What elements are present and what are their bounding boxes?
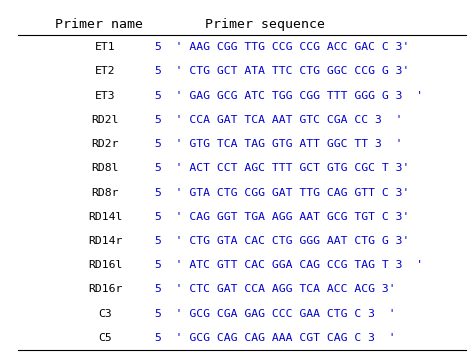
Text: 5  ' CTG GCT ATA TTC CTG GGC CCG G 3': 5 ' CTG GCT ATA TTC CTG GGC CCG G 3'	[155, 66, 409, 76]
Text: 5  ' AAG CGG TTG CCG CCG ACC GAC C 3': 5 ' AAG CGG TTG CCG CCG ACC GAC C 3'	[155, 42, 409, 52]
Text: 5  ' GTG TCA TAG GTG ATT GGC TT 3  ': 5 ' GTG TCA TAG GTG ATT GGC TT 3 '	[155, 139, 403, 149]
Text: 5  ' CCA GAT TCA AAT GTC CGA CC 3  ': 5 ' CCA GAT TCA AAT GTC CGA CC 3 '	[155, 115, 403, 125]
Text: 5  ' ATC GTT CAC GGA CAG CCG TAG T 3  ': 5 ' ATC GTT CAC GGA CAG CCG TAG T 3 '	[155, 260, 423, 270]
Text: RD2l: RD2l	[91, 115, 119, 125]
Text: RD8l: RD8l	[91, 163, 119, 173]
Text: RD14l: RD14l	[88, 212, 122, 222]
Text: Primer name: Primer name	[55, 18, 143, 31]
Text: 5  ' GCG CGA GAG CCC GAA CTG C 3  ': 5 ' GCG CGA GAG CCC GAA CTG C 3 '	[155, 309, 396, 319]
Text: RD16r: RD16r	[88, 284, 122, 294]
Text: C3: C3	[98, 309, 112, 319]
Text: 5  ' CTC GAT CCA AGG TCA ACC ACG 3': 5 ' CTC GAT CCA AGG TCA ACC ACG 3'	[155, 284, 396, 294]
Text: ET3: ET3	[95, 91, 115, 101]
Text: 5  ' ACT CCT AGC TTT GCT GTG CGC T 3': 5 ' ACT CCT AGC TTT GCT GTG CGC T 3'	[155, 163, 409, 173]
Text: 5  ' CTG GTA CAC CTG GGG AAT CTG G 3': 5 ' CTG GTA CAC CTG GGG AAT CTG G 3'	[155, 236, 409, 246]
Text: RD16l: RD16l	[88, 260, 122, 270]
Text: 5  ' GTA CTG CGG GAT TTG CAG GTT C 3': 5 ' GTA CTG CGG GAT TTG CAG GTT C 3'	[155, 188, 409, 198]
Text: ET2: ET2	[95, 66, 115, 76]
Text: 5  ' CAG GGT TGA AGG AAT GCG TGT C 3': 5 ' CAG GGT TGA AGG AAT GCG TGT C 3'	[155, 212, 409, 222]
Text: RD8r: RD8r	[91, 188, 119, 198]
Text: C5: C5	[98, 333, 112, 343]
Text: RD14r: RD14r	[88, 236, 122, 246]
Text: RD2r: RD2r	[91, 139, 119, 149]
Text: 5  ' GCG CAG CAG AAA CGT CAG C 3  ': 5 ' GCG CAG CAG AAA CGT CAG C 3 '	[155, 333, 396, 343]
Text: ET1: ET1	[95, 42, 115, 52]
Text: 5  ' GAG GCG ATC TGG CGG TTT GGG G 3  ': 5 ' GAG GCG ATC TGG CGG TTT GGG G 3 '	[155, 91, 423, 101]
Text: Primer sequence: Primer sequence	[205, 18, 325, 31]
